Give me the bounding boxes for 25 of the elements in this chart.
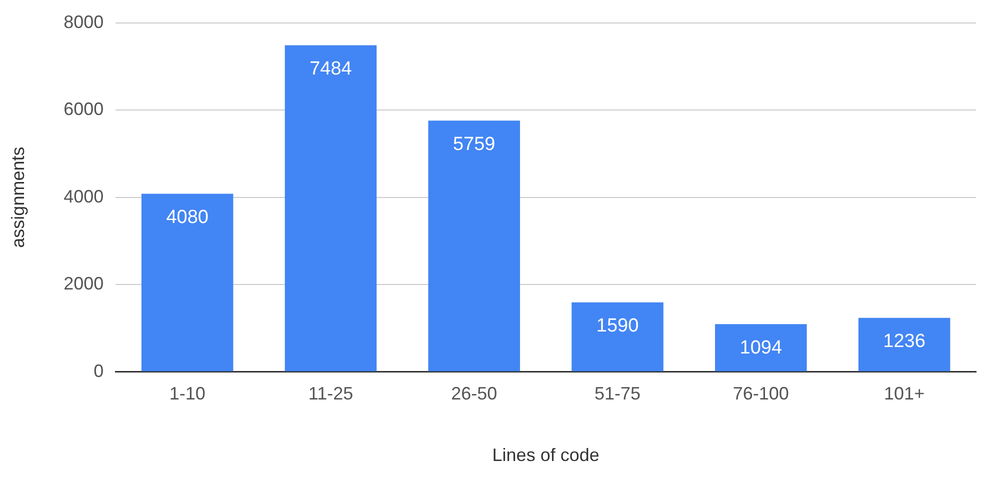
data-label: 5759 [452,134,496,155]
bar [141,194,234,372]
x-tick-label: 26-50 [451,384,498,404]
y-tick-label: 0 [94,360,104,381]
data-label: 7484 [310,58,352,80]
data-label: 1590 [596,316,639,337]
x-tick-label: 51-75 [594,384,641,404]
data-label: 4080 [166,207,208,228]
data-label: 1236 [883,331,926,352]
bar [572,302,664,372]
bar [858,318,950,372]
x-tick-label: 101+ [884,384,925,404]
y-tick-label: 4000 [64,186,104,206]
bar [284,45,377,372]
y-tick-label: 6000 [64,99,104,120]
x-tick-label: 1-10 [169,384,206,404]
x-axis-title: Lines of code [492,445,600,466]
x-tick-label: 76-100 [732,384,789,404]
y-tick-label: 8000 [64,12,104,32]
bar [715,324,807,372]
bar [428,120,520,372]
y-tick-label: 2000 [64,274,104,294]
y-axis-title: assignments [8,146,28,248]
x-tick-label: 11-25 [308,384,354,404]
data-label: 1094 [740,337,782,358]
